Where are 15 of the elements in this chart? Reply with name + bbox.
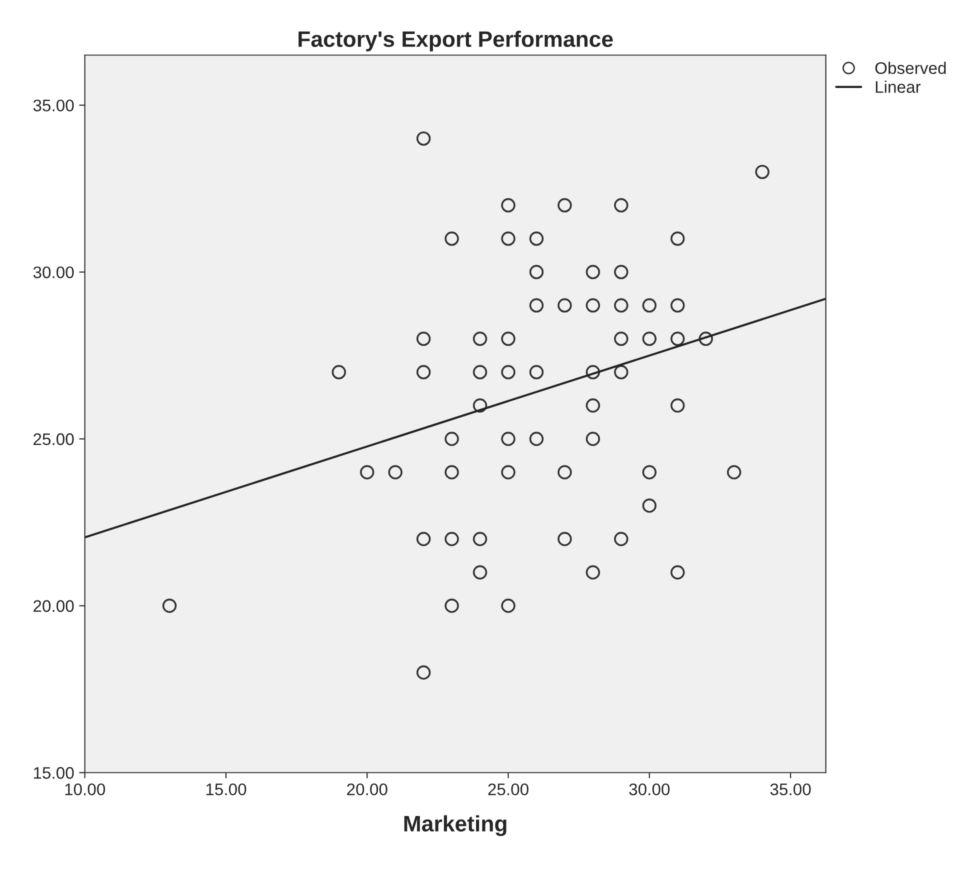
x-tick-label: 25.00 xyxy=(488,783,528,796)
legend-label: Observed xyxy=(875,62,946,74)
y-tick-label: 30.00 xyxy=(33,266,74,278)
y-tick-label: 20.00 xyxy=(34,600,74,612)
x-tick-label: 20.00 xyxy=(347,783,388,796)
y-tick-label: 25.00 xyxy=(34,433,74,446)
chart-title: Factory's Export Performance xyxy=(298,30,613,52)
x-tick-label: 10.00 xyxy=(65,783,106,796)
y-tick-label: 35.00 xyxy=(33,100,74,112)
x-tick-label: 35.00 xyxy=(770,783,811,796)
x-axis-title: Marketing xyxy=(404,815,506,836)
x-tick-label: 15.00 xyxy=(206,783,246,796)
y-tick-label: 15.00 xyxy=(34,767,74,779)
x-tick-label: 30.00 xyxy=(629,783,670,796)
legend-label: Linear xyxy=(876,80,921,93)
